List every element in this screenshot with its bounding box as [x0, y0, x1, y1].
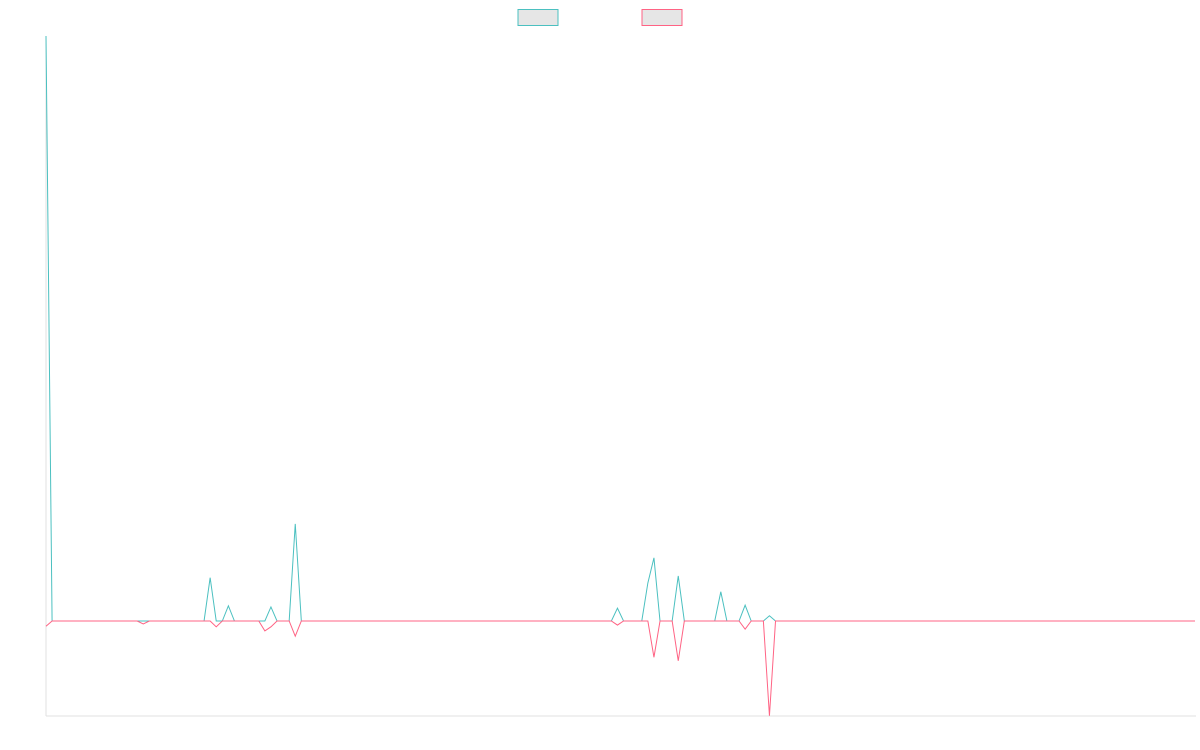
series-line — [45, 620, 1195, 716]
legend-swatch[interactable] — [641, 9, 683, 26]
legend-swatch[interactable] — [517, 9, 559, 26]
series-line — [45, 35, 1195, 622]
